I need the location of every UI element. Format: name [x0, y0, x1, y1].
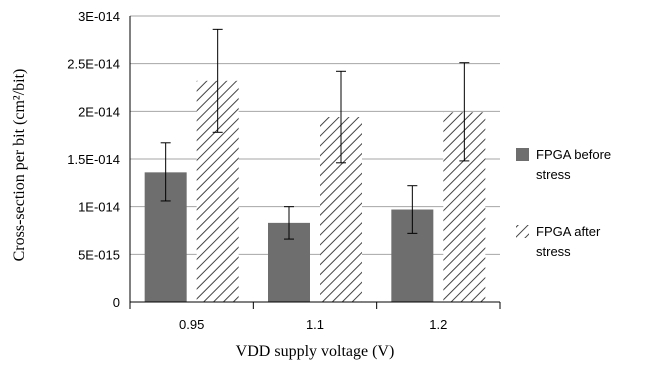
error-bars	[160, 28, 470, 240]
y-tick-label: 2.5E-014	[67, 57, 120, 72]
y-tick-label: 3E-014	[78, 9, 120, 24]
legend-label: FPGA after stress	[536, 224, 601, 259]
x-tick-label: 0.95	[179, 317, 204, 332]
y-tick-label: 1E-014	[78, 200, 120, 215]
bars	[144, 80, 486, 303]
legend: FPGA before stress FPGA after stress	[516, 147, 611, 259]
y-tick-label: 0	[113, 295, 120, 310]
y-axis-title: Cross-section per bit (cm²/bit)	[11, 69, 28, 262]
x-axis-title: VDD supply voltage (V)	[236, 343, 395, 360]
x-tick-label: 1.1	[306, 317, 324, 332]
y-tick-label: 2E-014	[78, 104, 120, 119]
tick-labels: 0 5E-015 1E-014 1.5E-014 2E-014 2.5E-014 3E-01…	[67, 9, 447, 332]
legend-swatch	[516, 148, 529, 161]
grid-lines	[130, 15, 500, 255]
legend-label: FPGA before stress	[536, 147, 611, 182]
x-tick-label: 1.2	[429, 317, 447, 332]
y-tick-label: 1.5E-014	[67, 152, 120, 167]
y-tick-label: 5E-015	[78, 247, 120, 262]
axes	[129, 16, 501, 309]
legend-swatch	[516, 225, 529, 238]
